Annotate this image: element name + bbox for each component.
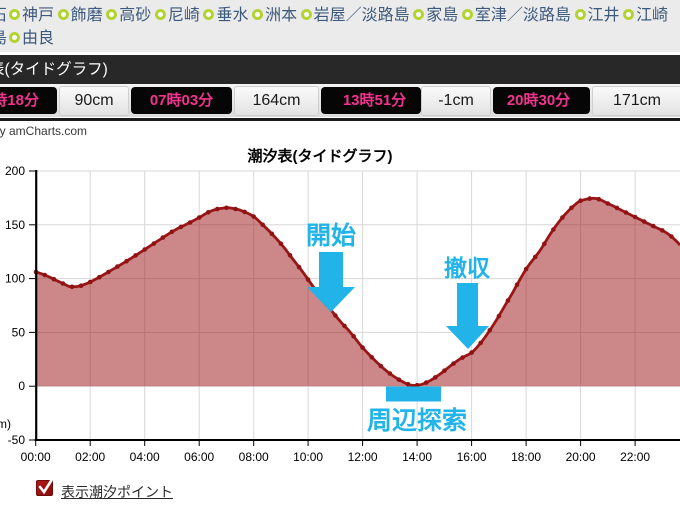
svg-text:14:00: 14:00 (402, 450, 432, 464)
svg-text:02:00: 02:00 (75, 450, 105, 464)
svg-text:-50: -50 (8, 433, 26, 447)
svg-text:撤収: 撤収 (444, 255, 491, 281)
svg-text:150: 150 (5, 218, 25, 232)
svg-text:(cm): (cm) (0, 417, 11, 431)
svg-text:04:00: 04:00 (130, 450, 160, 464)
svg-text:潮汐表(タイドグラフ): 潮汐表(タイドグラフ) (248, 147, 393, 165)
svg-text:周辺探索: 周辺探索 (367, 407, 467, 435)
svg-text:100: 100 (5, 272, 25, 286)
svg-text:08:00: 08:00 (239, 450, 269, 464)
svg-text:0: 0 (18, 379, 25, 393)
svg-text:16:00: 16:00 (457, 450, 487, 464)
svg-text:10:00: 10:00 (293, 450, 323, 464)
svg-text:20:00: 20:00 (566, 450, 596, 464)
svg-text:200: 200 (5, 164, 25, 178)
svg-text:50: 50 (12, 325, 26, 339)
svg-text:18:00: 18:00 (511, 450, 541, 464)
svg-text:06:00: 06:00 (184, 450, 214, 464)
svg-text:12:00: 12:00 (348, 450, 378, 464)
svg-text:開始: 開始 (306, 222, 356, 250)
svg-text:22:00: 22:00 (620, 450, 650, 464)
svg-text:00:00: 00:00 (21, 450, 51, 464)
